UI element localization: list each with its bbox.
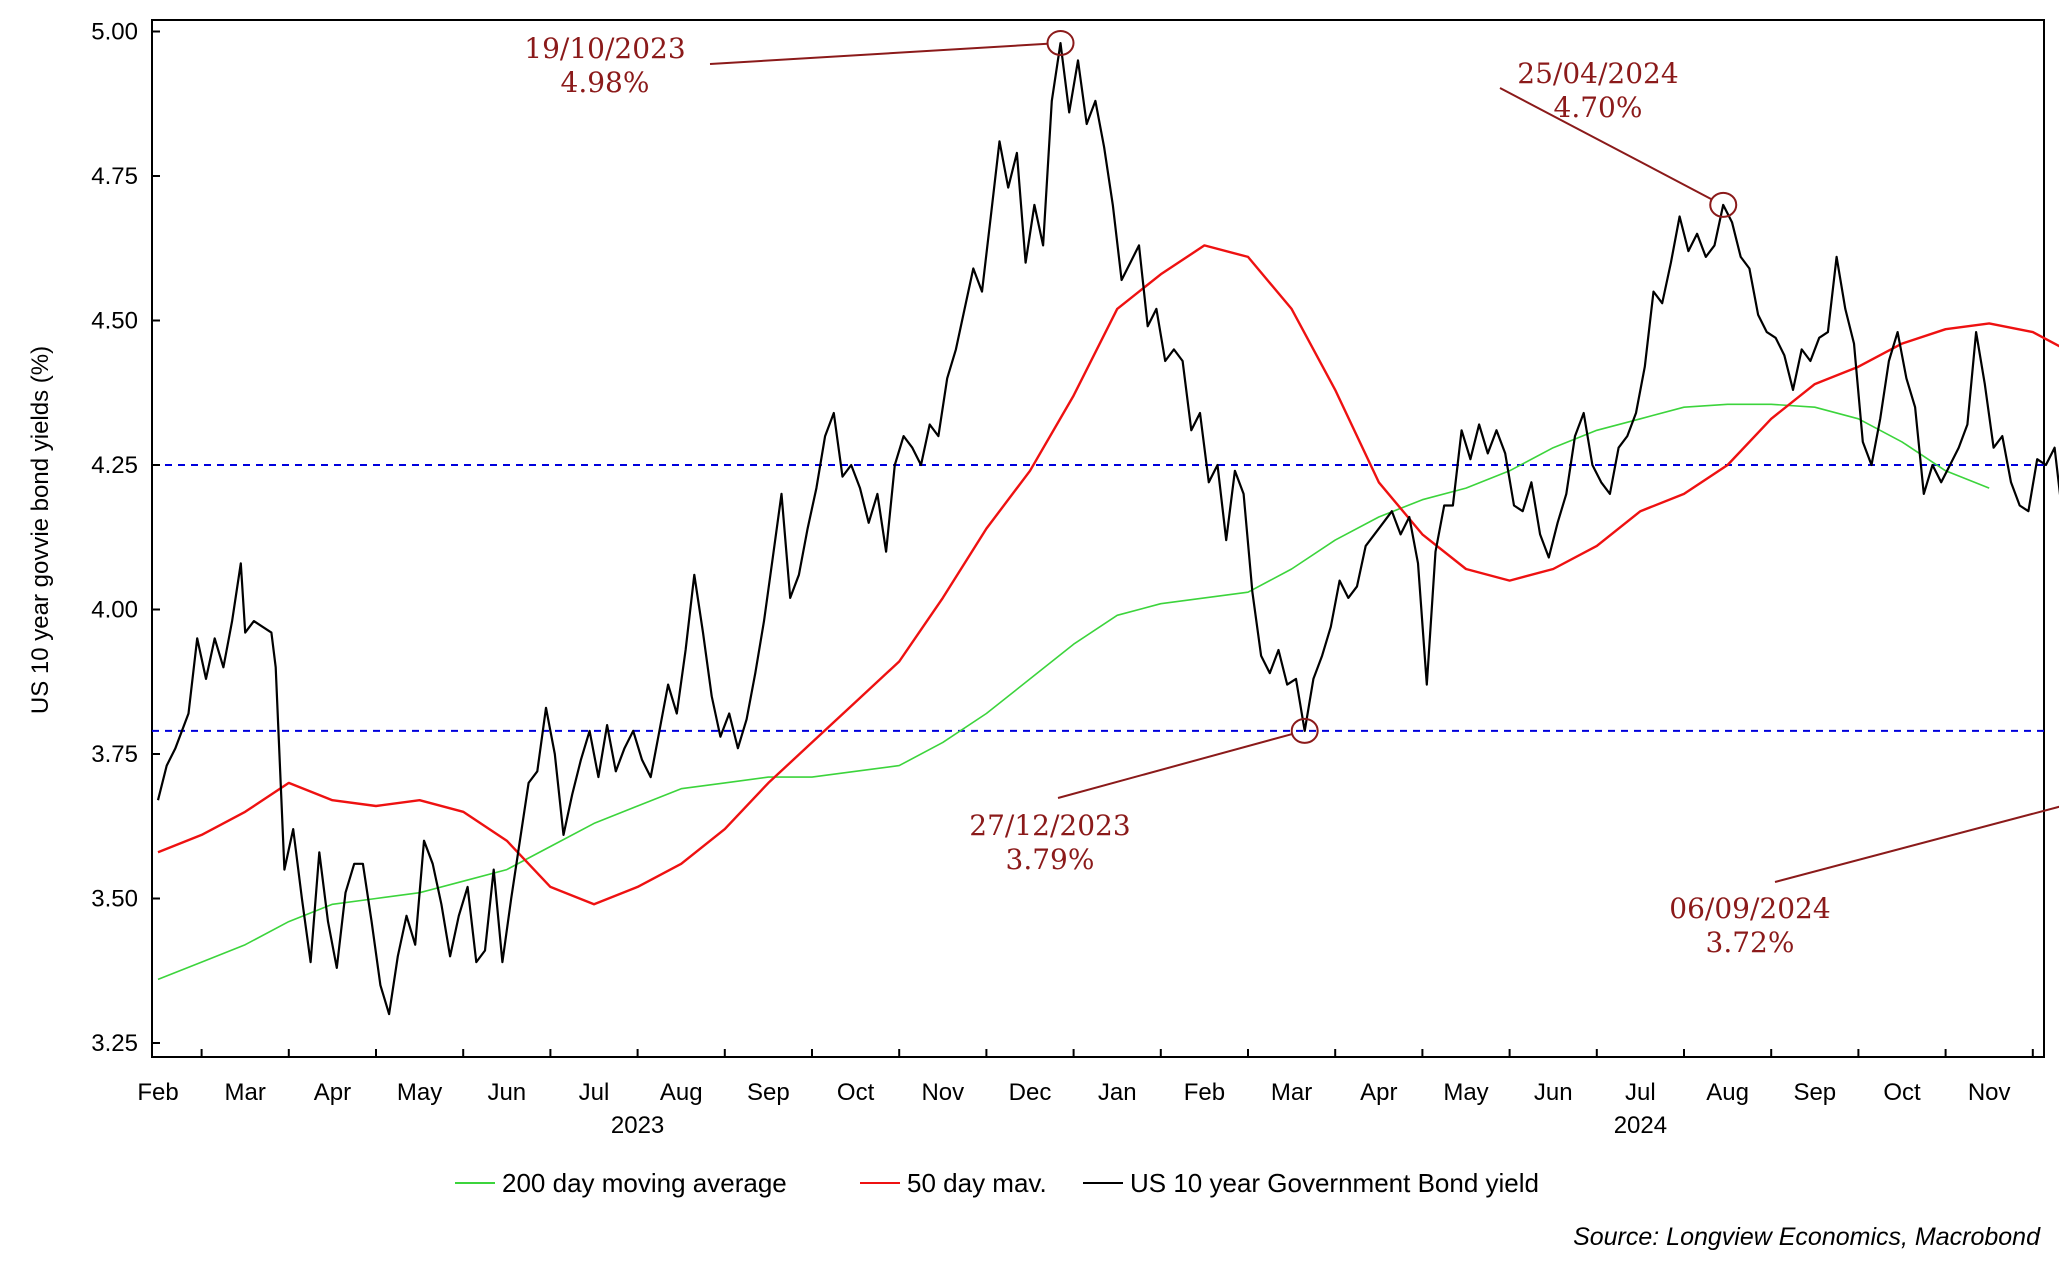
x-tick-label: Sep [1793, 1079, 1836, 1106]
x-tick-label: Feb [1184, 1079, 1225, 1106]
y-tick-label: 3.25 [91, 1030, 138, 1057]
legend-label-yield: US 10 year Government Bond yield [1130, 1168, 1539, 1198]
line-200-day-moving-average [157, 403, 1990, 981]
x-tick-label: Jul [579, 1079, 610, 1106]
x-tick-label: Mar [225, 1079, 266, 1106]
x-tick-label: Aug [660, 1079, 703, 1106]
y-tick-label: 4.75 [91, 163, 138, 190]
x-tick-label: Jun [487, 1079, 526, 1106]
x-tick-label: Apr [314, 1079, 351, 1106]
x-tick-label: Oct [1883, 1079, 1921, 1106]
annotation-value: 3.79% [1006, 843, 1095, 876]
annotation-value: 4.98% [561, 66, 650, 99]
x-tick-label: Jun [1534, 1079, 1573, 1106]
annotation-value: 3.72% [1706, 926, 1795, 959]
source-note: Source: Longview Economics, Macrobond [1573, 1223, 2041, 1251]
annotation-marker [1290, 717, 1319, 744]
x-tick-label: Jan [1098, 1079, 1137, 1106]
y-tick-label: 3.75 [91, 741, 138, 768]
x-tick-label: Feb [137, 1079, 178, 1106]
annotation-marker [1709, 191, 1738, 218]
line-us-10y-yield [156, 41, 2059, 1016]
annotation-date: 06/09/2024 [1669, 892, 1830, 925]
annotation-leader [1499, 87, 1713, 201]
annotation-date: 27/12/2023 [969, 809, 1130, 842]
x-tick-label: Oct [837, 1079, 875, 1106]
x-tick-label: Mar [1271, 1079, 1312, 1106]
x-axis: Feb Mar Apr May Jun Jul Aug Sep Oct Nov Dec Jan Feb M… [137, 1049, 2034, 1139]
line-50-day-mav [157, 244, 2059, 906]
annotation-value: 4.70% [1554, 91, 1643, 124]
x-tick-label: Aug [1706, 1079, 1749, 1106]
y-tick-label: 4.00 [91, 597, 138, 624]
series-group [156, 41, 2059, 1016]
x-tick-label: Apr [1360, 1079, 1397, 1106]
legend-label-200dma: 200 day moving average [502, 1168, 787, 1198]
y-tick-label: 3.50 [91, 886, 138, 913]
annotation-marker [1046, 30, 1075, 57]
y-tick-label: 4.50 [91, 308, 138, 335]
legend: 200 day moving average 50 day mav. US 10… [455, 1168, 1539, 1198]
y-axis-label: US 10 year govvie bond yields (%) [27, 346, 54, 714]
x-tick-label: May [1443, 1079, 1488, 1106]
reference-lines [152, 464, 2044, 732]
x-tick-label: Nov [921, 1079, 964, 1106]
y-axis: 3.25 3.50 3.75 4.00 4.25 4.50 4.75 5.00 [91, 19, 160, 1057]
annotation-date: 19/10/2023 [524, 32, 685, 65]
plot-frame [151, 19, 2045, 1058]
annotation-leader [1774, 805, 2059, 883]
x-tick-label: Dec [1009, 1079, 1052, 1106]
x-tick-label: Nov [1968, 1079, 2011, 1106]
annotation-leader [709, 42, 1048, 65]
x-year-label: 2023 [611, 1112, 664, 1139]
y-tick-label: 4.25 [91, 452, 138, 479]
x-tick-label: Jul [1625, 1079, 1656, 1106]
annotation-leader [1057, 733, 1293, 799]
legend-label-50dma: 50 day mav. [907, 1168, 1047, 1198]
y-tick-label: 5.00 [91, 19, 138, 46]
x-tick-label: May [397, 1079, 442, 1106]
x-tick-label: Sep [747, 1079, 790, 1106]
annotation-date: 25/04/2024 [1517, 57, 1678, 90]
x-year-label: 2024 [1614, 1112, 1667, 1139]
